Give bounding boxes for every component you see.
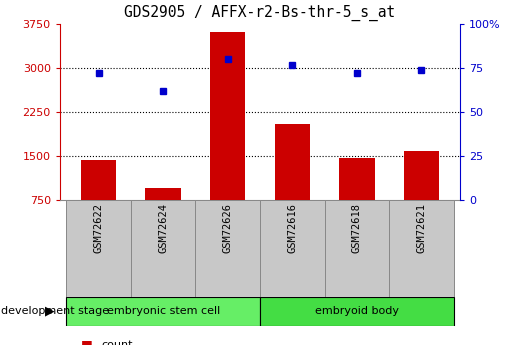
Bar [210,32,245,200]
Bar [81,160,116,200]
Bar [66,200,131,297]
Text: embryoid body: embryoid body [315,306,399,316]
Bar [339,158,374,200]
Bar [131,200,196,297]
Text: GSM72622: GSM72622 [94,203,103,253]
Bar [146,188,181,200]
Bar [66,297,260,326]
Text: development stage: development stage [1,306,109,316]
Text: count: count [101,340,133,345]
Bar [260,297,454,326]
Bar [260,200,324,297]
Bar [389,200,454,297]
Text: embryonic stem cell: embryonic stem cell [107,306,220,316]
Text: GSM72624: GSM72624 [158,203,168,253]
Bar [404,151,439,200]
Text: ▶: ▶ [45,305,55,318]
Title: GDS2905 / AFFX-r2-Bs-thr-5_s_at: GDS2905 / AFFX-r2-Bs-thr-5_s_at [124,5,396,21]
Bar [324,200,389,297]
Bar [275,124,310,200]
Text: GSM72618: GSM72618 [352,203,362,253]
Text: ■: ■ [81,338,93,345]
Text: GSM72616: GSM72616 [287,203,297,253]
Bar [196,200,260,297]
Text: GSM72626: GSM72626 [223,203,233,253]
Text: GSM72621: GSM72621 [417,203,426,253]
